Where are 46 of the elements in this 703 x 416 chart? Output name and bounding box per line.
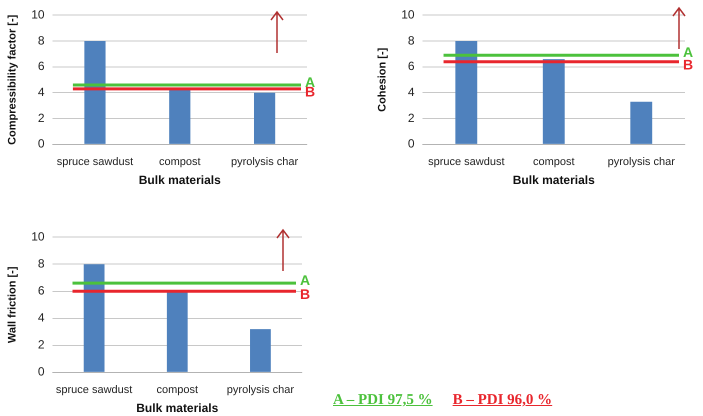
x-tick-label: compost	[532, 156, 575, 168]
y-tick-label: 6	[408, 59, 415, 74]
x-tick-label: pyrolysis char	[226, 384, 294, 396]
y-tick-label: 8	[408, 33, 415, 48]
bar	[166, 291, 188, 372]
y-tick-label: 0	[38, 136, 45, 151]
x-tick-label: compost	[158, 156, 201, 168]
y-tick-label: 8	[38, 33, 45, 48]
bar	[169, 88, 190, 144]
y-tick-label: 6	[38, 59, 45, 74]
y-tick-label: 10	[31, 8, 45, 22]
bar	[254, 92, 276, 144]
x-tick-label: spruce sawdust	[56, 384, 132, 396]
y-tick-label: 2	[408, 110, 415, 125]
bar	[542, 59, 565, 144]
y-tick-label: 8	[38, 256, 45, 271]
bar	[84, 264, 105, 372]
x-axis-title: Bulk materials	[136, 401, 219, 416]
y-tick-label: 4	[408, 85, 415, 100]
x-tick-label: spruce sawdust	[428, 156, 505, 168]
bar	[84, 41, 106, 144]
x-axis-title: Bulk materials	[138, 173, 222, 188]
ref-line-label: B	[300, 286, 310, 302]
y-axis-title: Cohesion [-]	[376, 47, 389, 112]
bar	[455, 41, 478, 144]
ref-line-label: A	[300, 272, 310, 288]
y-tick-label: 4	[38, 85, 45, 100]
text: B – PDI 96,0 %	[452, 392, 552, 409]
y-tick-label: 10	[31, 230, 45, 244]
bar	[250, 329, 271, 372]
x-tick-label: compost	[156, 384, 198, 396]
x-axis-title: Bulk materials	[512, 173, 596, 188]
y-tick-label: 4	[38, 310, 45, 325]
y-tick-label: 6	[38, 284, 45, 298]
y-axis-title: Wall friction [-]	[6, 266, 19, 344]
text: A – PDI 97,5 %	[333, 392, 433, 409]
x-tick-label: pyrolysis char	[230, 156, 299, 168]
y-tick-label: 10	[401, 8, 415, 22]
x-tick-label: spruce sawdust	[56, 156, 134, 168]
y-tick-label: 2	[38, 338, 45, 352]
y-tick-label: 0	[408, 136, 415, 151]
y-tick-label: 2	[38, 110, 45, 125]
x-tick-label: pyrolysis char	[608, 156, 676, 168]
bar	[630, 102, 652, 144]
y-axis-title: Compressibility factor [-]	[6, 14, 19, 145]
y-tick-label: 0	[38, 364, 45, 379]
